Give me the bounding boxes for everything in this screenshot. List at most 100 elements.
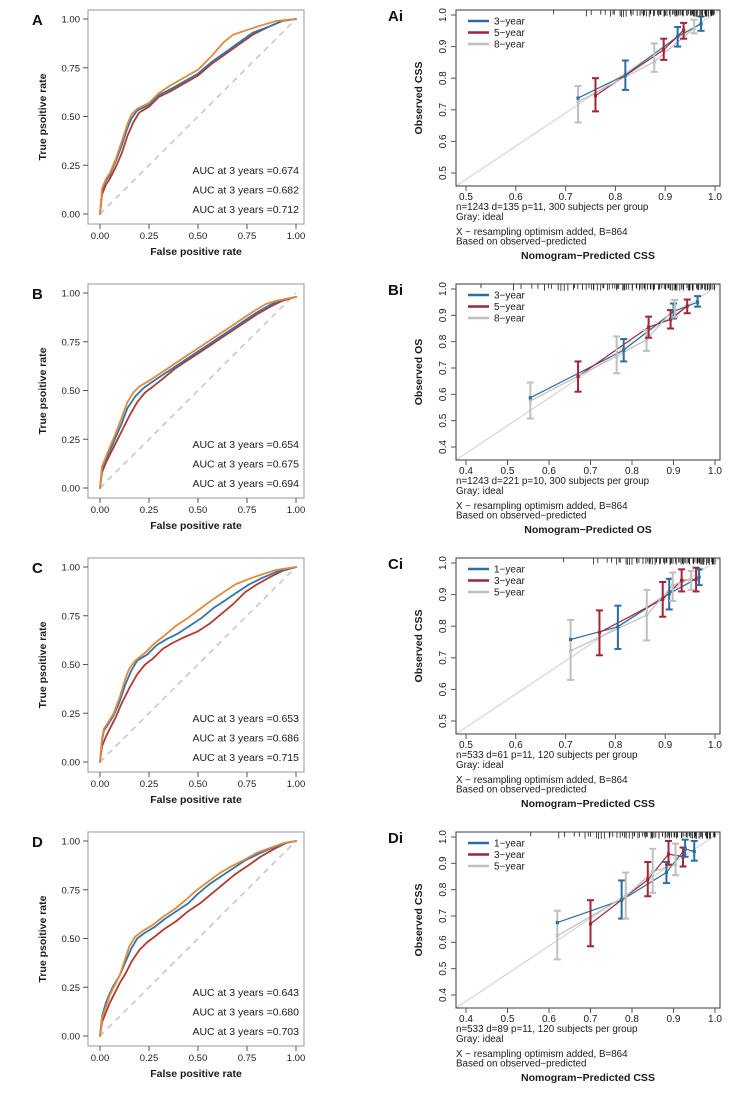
calib-series-lines (570, 576, 700, 652)
svg-text:Nomogram−Predicted OS: Nomogram−Predicted OS (524, 524, 652, 536)
panel-label-Ai: Ai (388, 8, 403, 25)
svg-text:1.0: 1.0 (708, 740, 722, 751)
svg-text:0.25: 0.25 (140, 231, 159, 242)
roc-curve-orange (99, 840, 297, 1037)
svg-text:0.6: 0.6 (542, 466, 556, 477)
svg-text:1−year: 1−year (494, 565, 526, 576)
svg-text:1.00: 1.00 (287, 505, 306, 516)
svg-text:Gray: ideal: Gray: ideal (456, 760, 503, 771)
svg-text:0.50: 0.50 (62, 660, 81, 671)
svg-text:AUC at 3 years =0.703: AUC at 3 years =0.703 (192, 1026, 299, 1038)
svg-text:8−year: 8−year (494, 314, 526, 325)
svg-text:0.9: 0.9 (658, 192, 672, 203)
calib-rug (530, 832, 716, 839)
svg-text:0.8: 0.8 (625, 1014, 639, 1025)
svg-text:5−year: 5−year (494, 588, 526, 599)
svg-text:0.25: 0.25 (140, 505, 159, 516)
calib-axes: 0.5 0.5 0.6 0.6 0.7 0.7 0.8 0.8 0.9 0.9 1.0 1.0 (438, 8, 722, 203)
svg-text:0.50: 0.50 (189, 1053, 208, 1064)
svg-text:0.7: 0.7 (584, 466, 598, 477)
panel-label-Di: Di (388, 830, 403, 847)
svg-text:Based on observed−predicted: Based on observed−predicted (456, 511, 586, 522)
svg-text:0.9: 0.9 (438, 587, 449, 601)
svg-text:1.00: 1.00 (287, 1053, 306, 1064)
svg-text:0.7: 0.7 (438, 650, 449, 664)
svg-text:Based on observed−predicted: Based on observed−predicted (456, 785, 586, 796)
roc-x-axis-title: False positive rate (150, 246, 242, 258)
svg-text:0.6: 0.6 (438, 134, 449, 148)
roc-y-axis-title: True psoitive rate (37, 347, 49, 434)
calib-axes: 0.5 0.5 0.6 0.6 0.7 0.7 0.8 0.8 0.9 0.9 1.0 1.0 (438, 556, 722, 751)
roc-curve-blue (99, 566, 297, 763)
svg-text:5−year: 5−year (494, 28, 526, 39)
panel-label-A: A (32, 12, 43, 29)
panel-A: A 0.00 0.25 0.50 0.75 1.00 0.00 0.25 0.50 0.75 1.… (0, 0, 368, 274)
roc-curve-orange (99, 566, 297, 763)
svg-text:3−year: 3−year (494, 576, 526, 587)
svg-text:0.8: 0.8 (438, 334, 449, 348)
svg-text:0.9: 0.9 (438, 39, 449, 53)
svg-text:0.9: 0.9 (658, 740, 672, 751)
svg-text:AUC at 3 years =0.674: AUC at 3 years =0.674 (192, 165, 299, 177)
roc-curve-orange (99, 295, 297, 489)
calib-y-axis-title: Observed OS (413, 339, 425, 406)
svg-text:0.00: 0.00 (91, 505, 110, 516)
svg-text:Nomogram−Predicted CSS: Nomogram−Predicted CSS (521, 250, 655, 262)
calib-y-axis-title: Observed CSS (413, 62, 425, 135)
panel-label-C: C (32, 560, 43, 577)
svg-text:0.50: 0.50 (62, 386, 81, 397)
svg-text:Nomogram−Predicted CSS: Nomogram−Predicted CSS (521, 798, 655, 810)
svg-text:1.0: 1.0 (438, 556, 449, 570)
roc-curve-red (99, 840, 297, 1037)
calib-axes: 0.4 0.4 0.5 0.5 0.6 0.6 0.7 0.7 0.8 0.8 0.9 0.9 1.0 1… (438, 282, 722, 477)
svg-text:AUC at 3 years =0.712: AUC at 3 years =0.712 (192, 204, 299, 216)
svg-text:0.5: 0.5 (459, 192, 473, 203)
panel-label-B: B (32, 286, 43, 303)
panel-B-plot: 0.00 0.25 0.50 0.75 1.00 0.00 0.25 0.50 0.75 1.00… (37, 283, 306, 532)
calib-notes: n=533 d=89 p=11, 120 subjects per groupG… (456, 1024, 638, 1070)
svg-text:AUC at 3 years =0.680: AUC at 3 years =0.680 (192, 1007, 299, 1019)
svg-text:False positive rate: False positive rate (150, 520, 242, 532)
svg-text:0.8: 0.8 (438, 619, 449, 633)
svg-text:0.50: 0.50 (189, 505, 208, 516)
roc-curves (99, 295, 297, 489)
calib-x-axis-title: Nomogram−Predicted CSS (521, 798, 655, 810)
svg-text:True psoitive rate: True psoitive rate (37, 621, 49, 708)
roc-x-axis-title: False positive rate (150, 794, 242, 806)
calib-y-axis-title: Observed CSS (413, 610, 425, 683)
svg-text:0.4: 0.4 (459, 1014, 473, 1025)
svg-text:0.4: 0.4 (438, 988, 449, 1002)
svg-text:AUC at 3 years =0.715: AUC at 3 years =0.715 (192, 752, 299, 764)
svg-text:0.00: 0.00 (62, 758, 81, 769)
roc-reference-diagonal (99, 18, 297, 215)
calib-rug (553, 10, 715, 17)
roc-auc-labels: AUC at 3 years =0.654 AUC at 3 years =0.6… (192, 439, 299, 490)
roc-reference-diagonal (99, 566, 297, 763)
roc-x-axis-title: False positive rate (150, 520, 242, 532)
panel-Di: Di 0.4 0.4 0.5 0.5 0.6 0.6 0.7 0.7 0.8 0.8 0.9 0.9 1… (368, 822, 736, 1096)
svg-text:n=533 d=89 p=11, 120 subjects: n=533 d=89 p=11, 120 subjects per group (456, 1024, 638, 1035)
svg-text:AUC at 3 years =0.682: AUC at 3 years =0.682 (192, 185, 299, 197)
svg-text:Observed CSS: Observed CSS (413, 884, 425, 957)
calib-errorbars (567, 566, 703, 681)
svg-text:1.00: 1.00 (62, 837, 81, 848)
svg-text:0.75: 0.75 (62, 885, 81, 896)
svg-text:Observed CSS: Observed CSS (413, 610, 425, 683)
svg-text:1.00: 1.00 (287, 779, 306, 790)
svg-text:0.6: 0.6 (509, 192, 523, 203)
svg-text:True psoitive rate: True psoitive rate (37, 73, 49, 160)
svg-text:0.25: 0.25 (62, 983, 81, 994)
svg-text:0.00: 0.00 (91, 779, 110, 790)
roc-curve-red (99, 295, 297, 489)
svg-text:0.8: 0.8 (625, 466, 639, 477)
calib-notes: n=533 d=61 p=11, 120 subjects per groupG… (456, 750, 638, 796)
svg-text:0.00: 0.00 (62, 210, 81, 221)
panel-label-D: D (32, 834, 43, 851)
svg-text:1.0: 1.0 (708, 192, 722, 203)
svg-text:Gray: ideal: Gray: ideal (456, 1034, 503, 1045)
svg-text:0.5: 0.5 (501, 466, 515, 477)
roc-y-axis-title: True psoitive rate (37, 895, 49, 982)
svg-text:3−year: 3−year (494, 291, 526, 302)
svg-text:0.9: 0.9 (667, 466, 681, 477)
